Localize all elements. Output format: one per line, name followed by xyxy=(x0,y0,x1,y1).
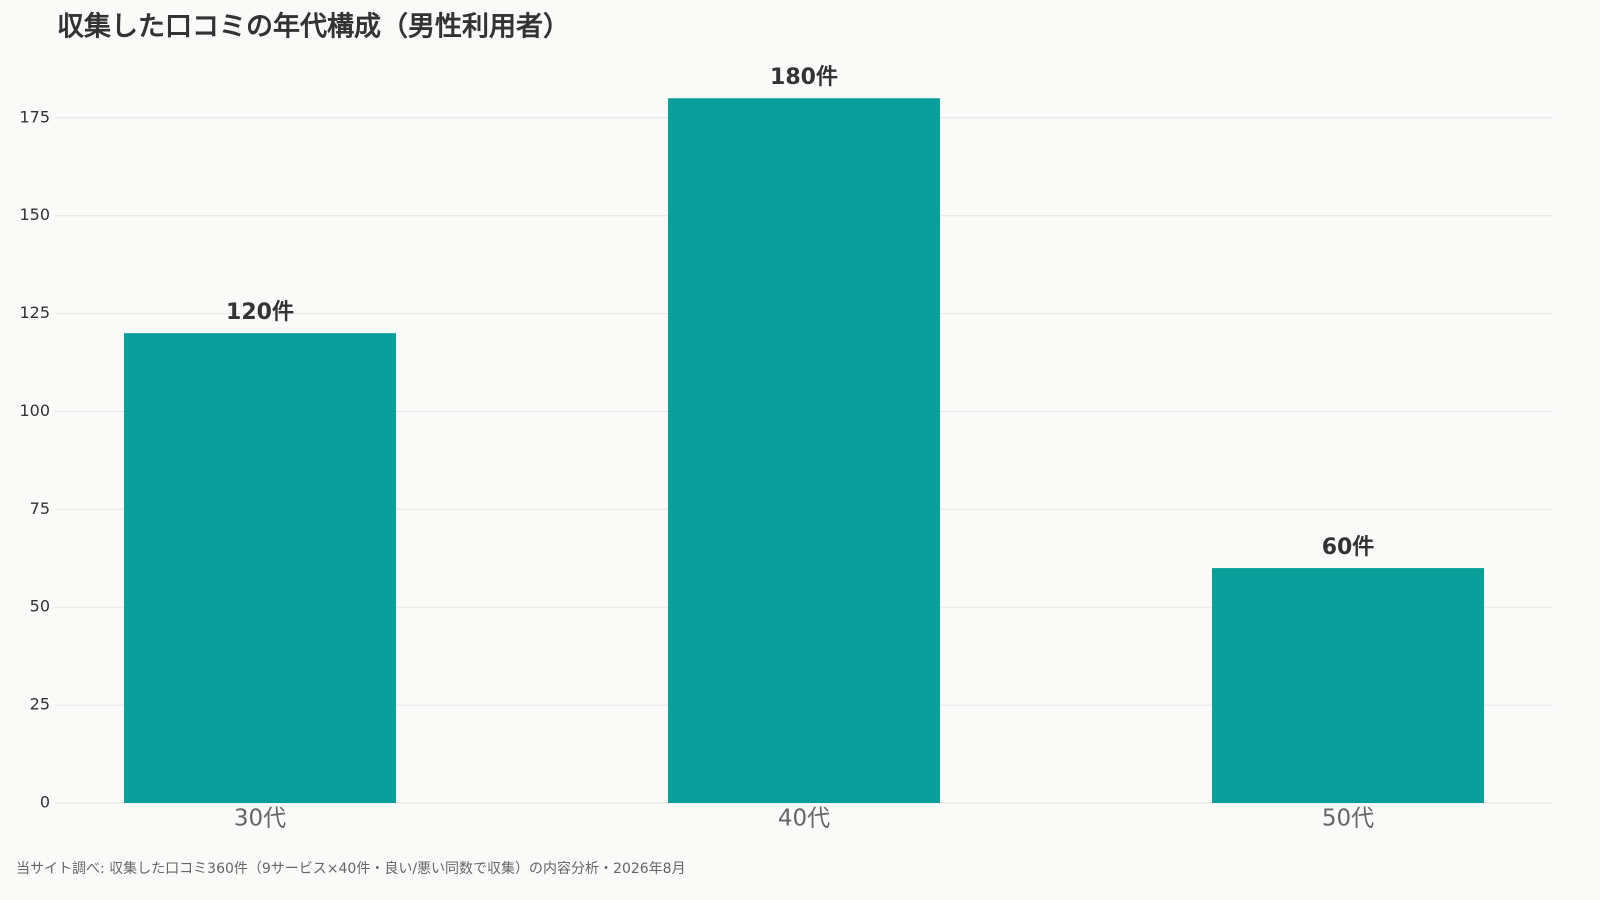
y-tick-label: 150 xyxy=(19,205,50,224)
value-label: 180件 xyxy=(770,65,838,90)
y-tick-label: 50 xyxy=(30,597,50,616)
y-tick-label: 125 xyxy=(19,303,50,322)
x-tick-label: 30代 xyxy=(234,806,286,832)
value-label: 120件 xyxy=(226,300,294,325)
bar xyxy=(1212,568,1484,803)
y-tick-label: 175 xyxy=(19,107,50,126)
bar xyxy=(124,333,396,803)
y-tick-label: 25 xyxy=(30,695,50,714)
bar xyxy=(668,98,940,803)
y-tick-label: 75 xyxy=(30,499,50,518)
source-note: 当サイト調べ: 収集した口コミ360件（9サービス×40件・良い/悪い同数で収集… xyxy=(16,860,686,877)
chart-title: 収集した口コミの年代構成（男性利用者） xyxy=(57,11,570,43)
y-tick-label: 0 xyxy=(40,793,50,812)
x-tick-label: 40代 xyxy=(778,806,830,832)
x-tick-label: 50代 xyxy=(1322,806,1374,832)
value-label: 60件 xyxy=(1322,535,1375,560)
y-tick-label: 100 xyxy=(19,401,50,420)
